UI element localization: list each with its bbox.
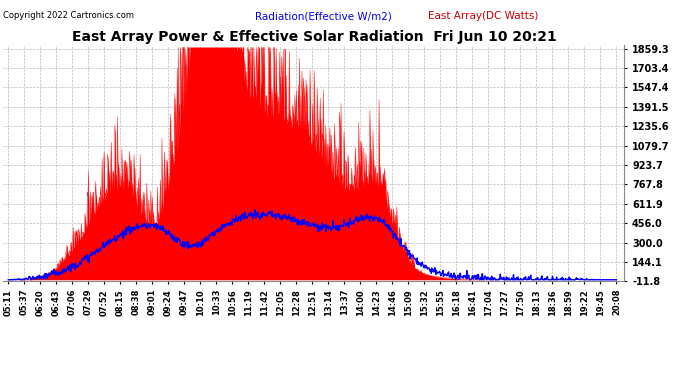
Title: East Array Power & Effective Solar Radiation  Fri Jun 10 20:21: East Array Power & Effective Solar Radia… [72, 30, 556, 44]
Text: East Array(DC Watts): East Array(DC Watts) [428, 11, 538, 21]
Text: Radiation(Effective W/m2): Radiation(Effective W/m2) [255, 11, 392, 21]
Text: Copyright 2022 Cartronics.com: Copyright 2022 Cartronics.com [3, 11, 135, 20]
